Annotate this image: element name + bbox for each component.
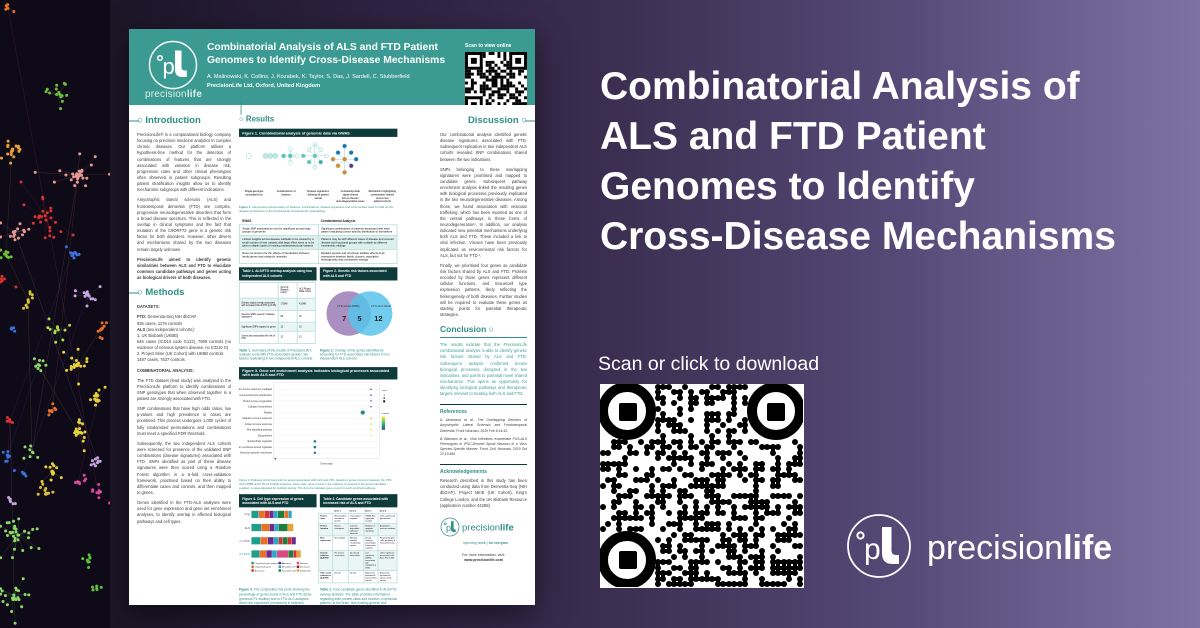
svg-text:12: 12: [374, 314, 382, 323]
svg-text:Astrocytes: Astrocytes: [255, 569, 265, 572]
svg-text:FTD-ALS(UKBB): FTD-ALS(UKBB): [337, 304, 359, 308]
svg-text:precisionlife: precisionlife: [927, 529, 1112, 567]
svg-text:Appropriate immune response/ly: Appropriate immune response/lymphocyte p…: [239, 394, 273, 397]
svg-text:Adaptive immune response: Adaptive immune response: [242, 417, 273, 420]
svg-text:FTD-ALS MinE: FTD-ALS MinE: [239, 552, 250, 556]
svg-text:Oligodendrocytes: Oligodendrocytes: [255, 566, 272, 569]
svg-text:Collagen biosynthesis: Collagen biosynthesis: [248, 405, 273, 408]
svg-text:count: count: [382, 389, 388, 392]
svg-text:p: p: [163, 54, 175, 79]
svg-text:Pyramidal cells: Pyramidal cells: [282, 569, 296, 572]
svg-text:Neurons: Neurons: [300, 562, 308, 565]
svg-text:FTD: FTD: [245, 513, 250, 517]
svg-text:p: p: [864, 533, 881, 566]
svg-text:Protein-lysine oxygenation: Protein-lysine oxygenation: [243, 400, 273, 403]
svg-text:Endothelial: Endothelial: [300, 569, 311, 572]
svg-text:Microglial cells: Microglial cells: [282, 566, 296, 569]
svg-text:Gene ratio: Gene ratio: [320, 461, 333, 465]
svg-text:Innate immune response: Innate immune response: [245, 423, 273, 426]
svg-text:Extracellular membrane-bound o: Extracellular membrane-bound organelle: [239, 446, 273, 449]
svg-text:Biosynthesis: Biosynthesis: [258, 434, 273, 437]
svg-text:Astrocytes: Astrocytes: [300, 566, 310, 569]
svg-text:Platelet: Platelet: [264, 411, 273, 414]
svg-text:FTD-ALS MinE: FTD-ALS MinE: [371, 304, 391, 308]
svg-text:Extracellular organelle: Extracellular organelle: [248, 440, 273, 443]
svg-text:Secretory granule membrane: Secretory granule membrane: [240, 452, 273, 455]
svg-text:Humoral immune response mediat: Humoral immune response mediated: [239, 388, 273, 391]
svg-text:p.adjust: p.adjust: [382, 412, 390, 415]
svg-text:5: 5: [357, 314, 361, 323]
svg-text:FTD-ALS UKBB: FTD-ALS UKBB: [239, 539, 250, 543]
svg-text:Excitatory: Excitatory: [282, 562, 292, 565]
svg-text:Wnt signalling pathway: Wnt signalling pathway: [247, 428, 273, 431]
svg-text:precisionlife: precisionlife: [462, 522, 514, 533]
svg-text:7: 7: [342, 314, 346, 323]
svg-text:p: p: [446, 523, 451, 533]
svg-text:ALS: ALS: [245, 526, 250, 530]
